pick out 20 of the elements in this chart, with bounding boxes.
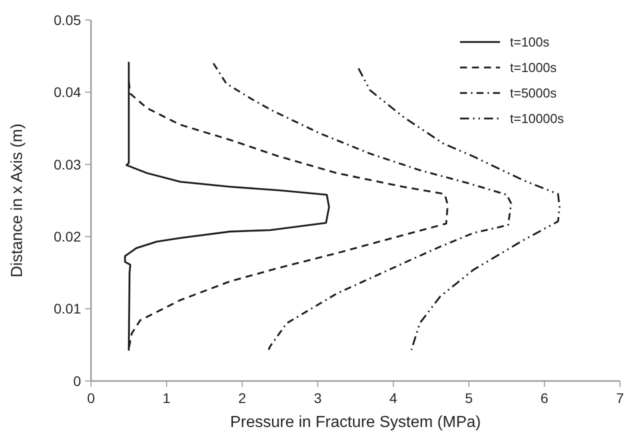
x-tick-label: 4 xyxy=(389,390,398,406)
legend-label: t=10000s xyxy=(510,111,564,126)
x-tick-label: 7 xyxy=(616,390,624,406)
y-tick-label: 0 xyxy=(73,372,82,389)
x-tick-label: 6 xyxy=(540,390,549,406)
x-axis-title: Pressure in Fracture System (MPa) xyxy=(230,414,481,431)
x-tick-label: 2 xyxy=(238,390,246,406)
x-tick-label: 0 xyxy=(87,390,96,406)
y-tick-label: 0.03 xyxy=(54,156,82,172)
y-tick-label: 0.01 xyxy=(54,300,82,317)
x-tick-label: 3 xyxy=(314,390,322,406)
y-tick-label: 0.04 xyxy=(54,84,82,100)
legend-label: t=5000s xyxy=(510,86,558,101)
y-axis-title: Distance in x Axis (m) xyxy=(9,124,26,278)
legend-label: t=100s xyxy=(510,34,550,50)
x-tick-label: 1 xyxy=(162,390,171,406)
x-tick-label: 5 xyxy=(464,390,473,406)
y-tick-label: 0.02 xyxy=(54,228,82,244)
legend-label: t=1000s xyxy=(510,60,558,76)
y-tick-label: 0.05 xyxy=(54,12,82,28)
